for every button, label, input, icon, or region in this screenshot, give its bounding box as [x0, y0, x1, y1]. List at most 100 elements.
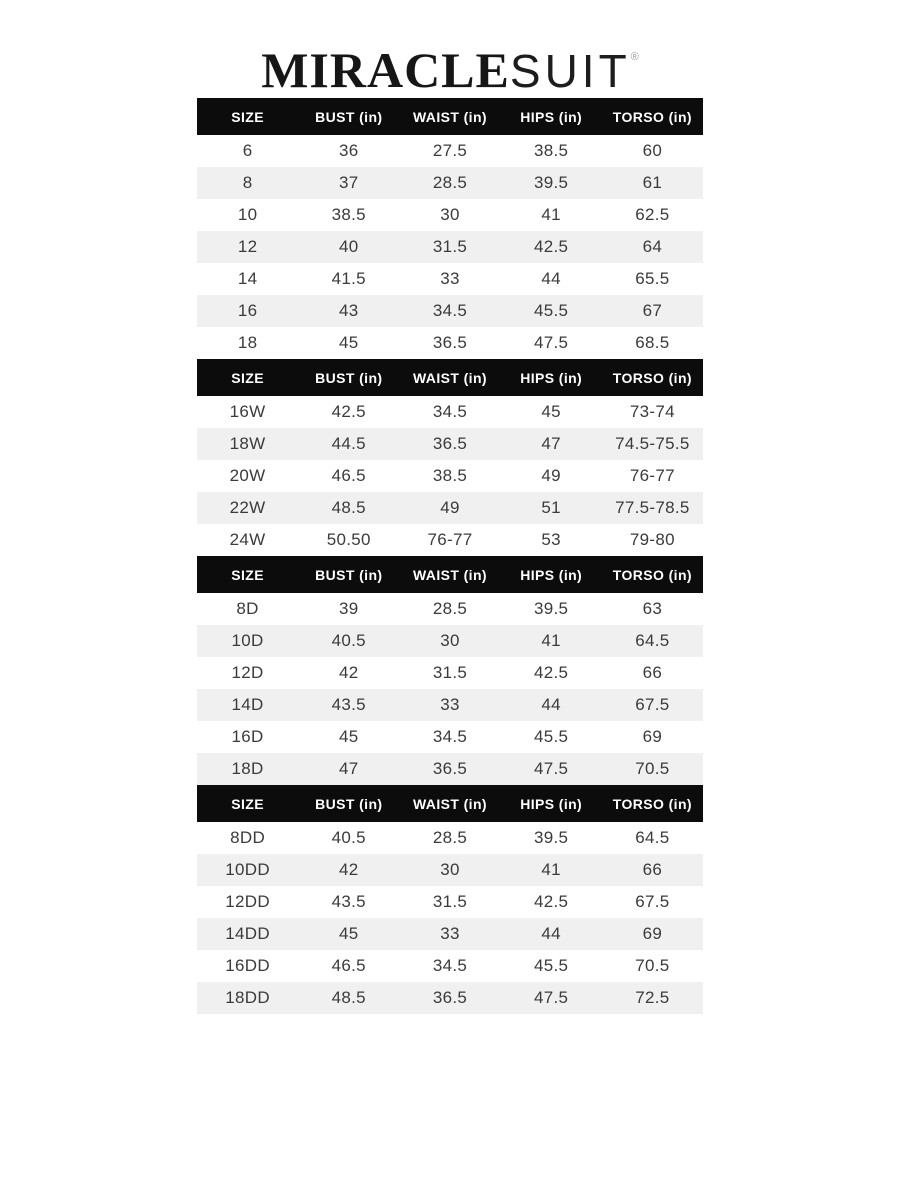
- measurement-cell: 70.5: [635, 759, 670, 778]
- size-cell: 22W: [229, 498, 266, 517]
- measurement-cell: 45.5: [534, 301, 569, 320]
- measurement-cell: 40: [339, 237, 359, 256]
- measurement-cell: 62.5: [635, 205, 670, 224]
- measurement-cell: 34.5: [432, 956, 468, 975]
- womens-plus-sizes-table: SIZE BUST (in) WAIST (in) HIPS (in) TORSO (i…: [197, 359, 703, 556]
- header-row: SIZE BUST (in) WAIST (in) HIPS (in) TORSO (i…: [197, 359, 703, 396]
- measurement-cell: 61: [642, 173, 663, 192]
- table-body: 8D 39 28.5 39.5 63 10D 40.5 30 41 64.5 12D 42 31.5 42…: [197, 593, 703, 785]
- table-row: 8D 39 28.5 39.5 63: [197, 593, 703, 625]
- measurement-cell: 48.5: [331, 498, 366, 517]
- table-row: 6 36 27.5 38.5 60: [197, 135, 703, 167]
- measurement-cell: 34.5: [432, 301, 468, 320]
- measurement-cell: 39.5: [534, 173, 569, 192]
- size-cell: 16D: [231, 727, 264, 746]
- measurement-cell: 41: [541, 631, 561, 650]
- measurement-cell: 36.5: [432, 988, 468, 1007]
- table-row: 16W 42.5 34.5 45 73-74: [197, 396, 703, 428]
- size-cell: 8: [242, 173, 253, 192]
- column-header: BUST (in): [298, 556, 400, 593]
- size-cell: 18: [237, 333, 258, 352]
- brand-logo-suit: SUIT: [509, 45, 631, 97]
- brand-logo-miracle: MIRACLE: [261, 42, 510, 98]
- measurement-cell: 31.5: [432, 892, 468, 911]
- measurement-cell: 38.5: [432, 466, 468, 485]
- measurement-cell: 41.5: [331, 269, 366, 288]
- size-cell: 12: [237, 237, 258, 256]
- measurement-cell: 53: [541, 530, 561, 549]
- size-cell: 14: [237, 269, 258, 288]
- measurement-cell: 45.5: [534, 727, 569, 746]
- measurement-cell: 47.5: [534, 333, 569, 352]
- measurement-cell: 38.5: [534, 141, 569, 160]
- measurement-cell: 42.5: [534, 663, 569, 682]
- size-cell: 10: [237, 205, 258, 224]
- measurement-cell: 45: [339, 727, 359, 746]
- column-header: HIPS (in): [500, 785, 602, 822]
- measurement-cell: 45: [339, 333, 359, 352]
- size-cell: 10D: [231, 631, 264, 650]
- measurement-cell: 67: [642, 301, 663, 320]
- measurement-cell: 73-74: [629, 402, 675, 421]
- measurement-cell: 31.5: [432, 237, 468, 256]
- column-header: TORSO (in): [601, 359, 703, 396]
- measurement-cell: 42.5: [331, 402, 366, 421]
- table-row: 14DD 45 33 44 69: [197, 918, 703, 950]
- table-row: 24W 50.50 76-77 53 79-80: [197, 524, 703, 556]
- table-row: 10DD 42 30 41 66: [197, 854, 703, 886]
- measurement-cell: 49: [440, 498, 460, 517]
- measurement-cell: 72.5: [635, 988, 670, 1007]
- measurement-cell: 30: [440, 860, 460, 879]
- measurement-cell: 41: [541, 860, 561, 879]
- measurement-cell: 33: [440, 924, 460, 943]
- table-row: 12 40 31.5 42.5 64: [197, 231, 703, 263]
- measurement-cell: 66: [642, 663, 663, 682]
- size-cell: 8D: [236, 599, 259, 618]
- measurement-cell: 38.5: [331, 205, 366, 224]
- table-header: SIZE BUST (in) WAIST (in) HIPS (in) TORSO (i…: [197, 98, 703, 135]
- measurement-cell: 44: [541, 695, 561, 714]
- size-cell: 18D: [231, 759, 264, 778]
- measurement-cell: 36.5: [432, 759, 468, 778]
- measurement-cell: 66: [642, 860, 663, 879]
- header-row: SIZE BUST (in) WAIST (in) HIPS (in) TORSO (i…: [197, 785, 703, 822]
- measurement-cell: 27.5: [432, 141, 468, 160]
- measurement-cell: 41: [541, 205, 561, 224]
- size-cell: 10DD: [225, 860, 270, 879]
- measurement-cell: 51: [541, 498, 561, 517]
- registered-trademark-symbol: ®: [630, 51, 639, 63]
- measurement-cell: 64.5: [635, 828, 670, 847]
- table-row: 18 45 36.5 47.5 68.5: [197, 327, 703, 359]
- column-header: WAIST (in): [399, 556, 501, 593]
- measurement-cell: 64: [642, 237, 663, 256]
- measurement-cell: 36.5: [432, 333, 468, 352]
- table-row: 10 38.5 30 41 62.5: [197, 199, 703, 231]
- measurement-cell: 70.5: [635, 956, 670, 975]
- table-body: 6 36 27.5 38.5 60 8 37 28.5 39.5 61 10 38.5 30 41 62.5…: [197, 135, 703, 359]
- measurement-cell: 74.5-75.5: [615, 434, 690, 453]
- measurement-cell: 67.5: [635, 892, 670, 911]
- measurement-cell: 28.5: [432, 173, 468, 192]
- size-cell: 24W: [229, 530, 266, 549]
- table-row: 18DD 48.5 36.5 47.5 72.5: [197, 982, 703, 1014]
- column-header: BUST (in): [298, 785, 400, 822]
- measurement-cell: 42.5: [534, 892, 569, 911]
- measurement-cell: 30: [440, 205, 460, 224]
- measurement-cell: 68.5: [635, 333, 670, 352]
- column-header: WAIST (in): [399, 98, 501, 135]
- measurement-cell: 39.5: [534, 599, 569, 618]
- header-row: SIZE BUST (in) WAIST (in) HIPS (in) TORSO (i…: [197, 556, 703, 593]
- size-cell: 8DD: [230, 828, 266, 847]
- measurement-cell: 44: [541, 269, 561, 288]
- measurement-cell: 30: [440, 631, 460, 650]
- column-header: TORSO (in): [601, 98, 703, 135]
- column-header: HIPS (in): [500, 98, 602, 135]
- brand-logo: MIRACLESUIT®: [0, 42, 900, 98]
- column-header: HIPS (in): [500, 556, 602, 593]
- measurement-cell: 43.5: [331, 695, 366, 714]
- size-cell: 16: [237, 301, 258, 320]
- size-cell: 18DD: [225, 988, 270, 1007]
- table-row: 18D 47 36.5 47.5 70.5: [197, 753, 703, 785]
- column-header: HIPS (in): [500, 359, 602, 396]
- table-row: 16DD 46.5 34.5 45.5 70.5: [197, 950, 703, 982]
